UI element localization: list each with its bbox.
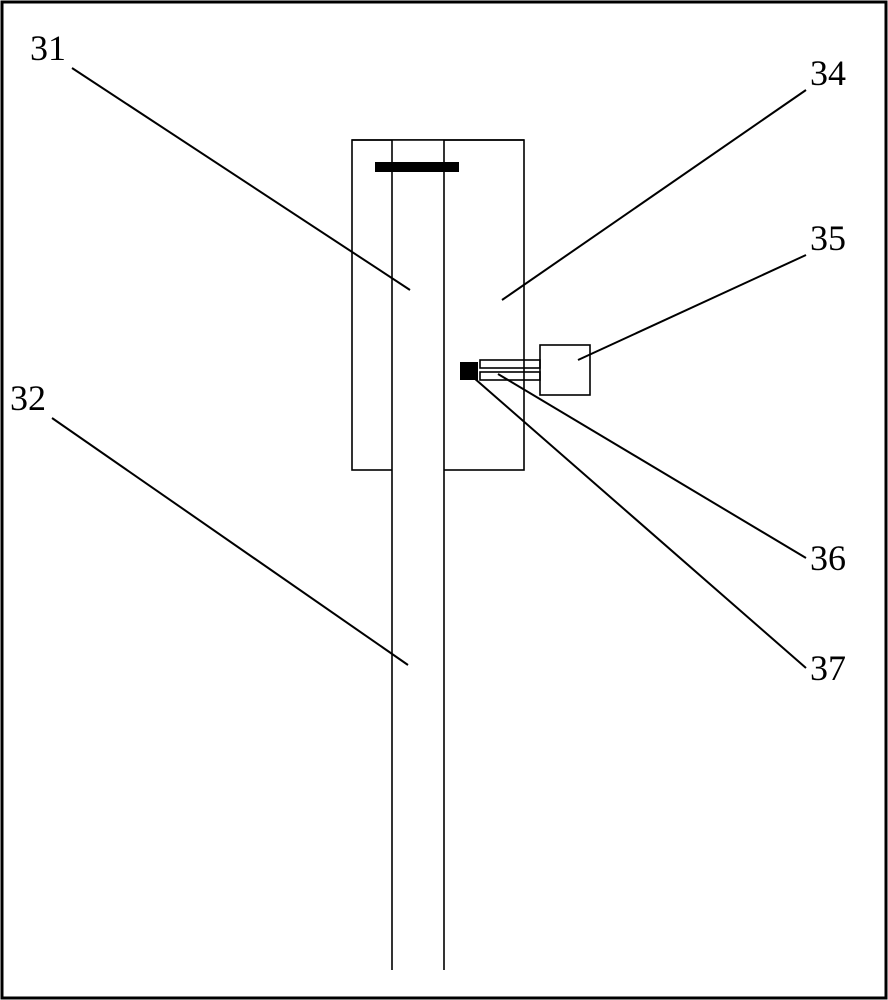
- label-l36: 36: [810, 538, 846, 578]
- label-l32: 32: [10, 378, 46, 418]
- leader-l35: [578, 255, 806, 360]
- label-l35: 35: [810, 218, 846, 258]
- leader-l37: [474, 378, 806, 668]
- label-l37: 37: [810, 648, 846, 688]
- pin-37: [460, 362, 478, 380]
- leader-l34: [502, 90, 806, 300]
- top-bar: [375, 162, 459, 172]
- motor-35: [540, 345, 590, 395]
- inner-rod-fill: [392, 140, 444, 970]
- label-l34: 34: [810, 53, 846, 93]
- leader-l36: [498, 374, 806, 558]
- label-l31: 31: [30, 28, 66, 68]
